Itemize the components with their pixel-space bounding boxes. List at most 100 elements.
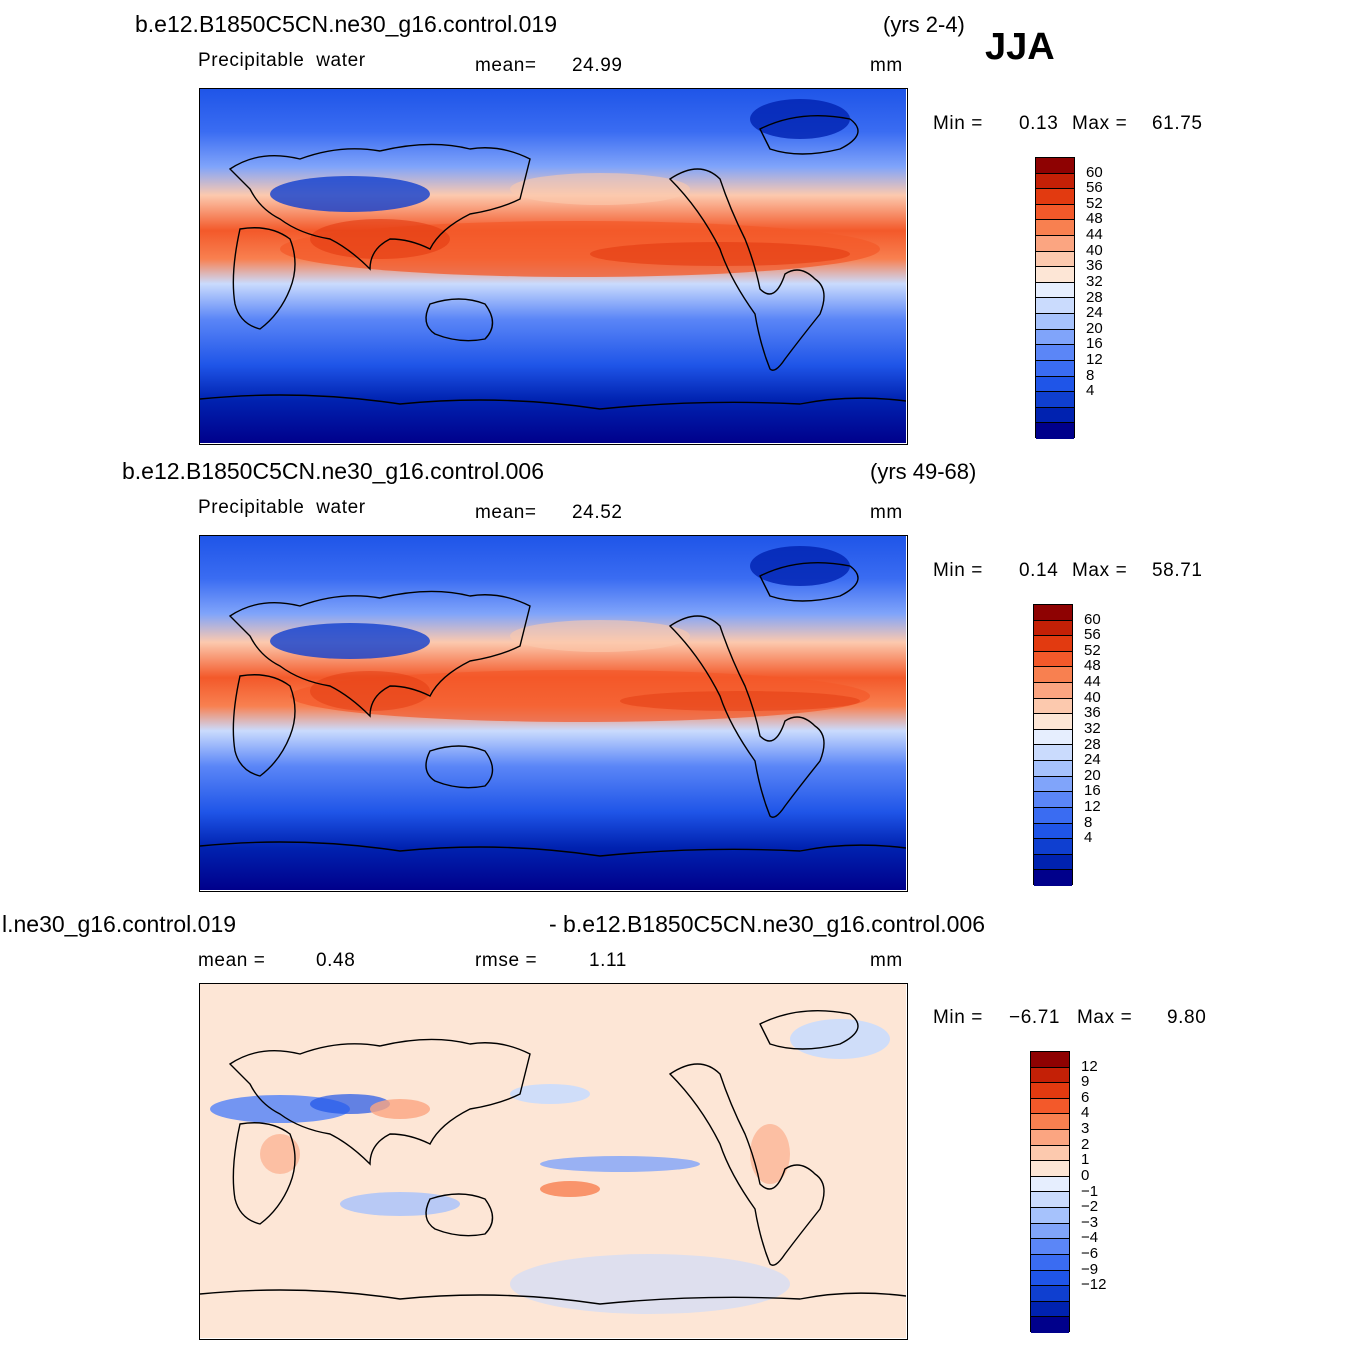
colorbar-segment	[1034, 745, 1072, 762]
colorbar-segment	[1034, 683, 1072, 699]
colorbar-tick-label: 56	[1084, 626, 1101, 644]
panel3-field	[200, 984, 906, 1338]
colorbar-tick-label: 12	[1081, 1057, 1098, 1075]
panel2-map	[199, 535, 908, 892]
panel3-colorbar	[1030, 1051, 1070, 1333]
colorbar-segment	[1034, 620, 1072, 637]
colorbar-segment	[1034, 636, 1072, 652]
colorbar-tick-label: 48	[1084, 657, 1101, 675]
colorbar-tick-label: 28	[1086, 288, 1103, 306]
colorbar-segment	[1031, 1176, 1069, 1193]
panel1-case-title: b.e12.B1850C5CN.ne30_g16.control.019	[135, 11, 557, 37]
panel3-rmse-label: rmse =	[475, 950, 538, 971]
panel1-min-value: 0.13	[1019, 113, 1059, 134]
panel2-variable: Precipitable water	[198, 497, 366, 518]
colorbar-segment	[1036, 158, 1074, 174]
panel3-mean-value: 0.48	[316, 950, 356, 971]
colorbar-segment	[1031, 1192, 1069, 1209]
colorbar-segment	[1034, 605, 1072, 621]
colorbar-tick-label: 1	[1081, 1151, 1090, 1169]
panel2-units: mm	[870, 502, 903, 523]
colorbar-tick-label: 4	[1086, 382, 1095, 400]
panel1-min-label: Min =	[933, 113, 983, 134]
colorbar-segment	[1036, 407, 1074, 424]
colorbar-tick-label: 24	[1084, 751, 1101, 769]
colorbar-segment	[1036, 423, 1074, 439]
colorbar-segment	[1031, 1223, 1069, 1240]
panel2-mean-label: mean=	[475, 502, 537, 523]
colorbar-segment	[1034, 651, 1072, 668]
colorbar-segment	[1031, 1161, 1069, 1177]
colorbar-segment	[1036, 220, 1074, 237]
colorbar-segment	[1034, 870, 1072, 886]
colorbar-tick-label: 12	[1086, 350, 1103, 368]
panel3-max-value: 9.80	[1167, 1007, 1207, 1028]
colorbar-segment	[1031, 1145, 1069, 1162]
colorbar-tick-label: 12	[1084, 797, 1101, 815]
colorbar-segment	[1034, 854, 1072, 871]
colorbar-tick-label: 9	[1081, 1073, 1090, 1091]
colorbar-tick-label: 4	[1081, 1104, 1090, 1122]
colorbar-tick-label: 60	[1084, 610, 1101, 628]
colorbar-segment	[1036, 376, 1074, 393]
colorbar-tick-label: 44	[1086, 226, 1103, 244]
panel2-max-label: Max =	[1072, 560, 1128, 581]
panel1-field	[200, 89, 906, 443]
colorbar-tick-label: 3	[1081, 1120, 1090, 1138]
colorbar-segment	[1036, 314, 1074, 330]
panel3-min-value: −6.71	[1009, 1007, 1061, 1028]
colorbar-segment	[1034, 714, 1072, 730]
colorbar-tick-label: −6	[1081, 1244, 1099, 1262]
colorbar-segment	[1034, 761, 1072, 777]
panel1-mean-label: mean=	[475, 55, 537, 76]
colorbar-segment	[1031, 1301, 1069, 1318]
colorbar-tick-label: −9	[1081, 1260, 1099, 1278]
panel2-mean-value: 24.52	[572, 502, 623, 523]
colorbar-segment	[1031, 1208, 1069, 1224]
panel1-variable: Precipitable water	[198, 50, 366, 71]
colorbar-tick-label: 2	[1081, 1135, 1090, 1153]
colorbar-segment	[1036, 392, 1074, 408]
colorbar-tick-label: −12	[1081, 1276, 1107, 1294]
panel3-units: mm	[870, 950, 903, 971]
colorbar-tick-label: 4	[1084, 829, 1093, 847]
colorbar-tick-label: 8	[1084, 813, 1093, 831]
colorbar-tick-label: 16	[1084, 782, 1101, 800]
colorbar-segment	[1034, 807, 1072, 824]
colorbar-tick-label: 52	[1084, 641, 1101, 659]
colorbar-segment	[1034, 776, 1072, 793]
colorbar-tick-label: 32	[1086, 272, 1103, 290]
colorbar-segment	[1036, 173, 1074, 190]
colorbar-segment	[1034, 667, 1072, 684]
colorbar-tick-label: 36	[1084, 704, 1101, 722]
colorbar-segment	[1031, 1286, 1069, 1302]
panel1-units: mm	[870, 55, 903, 76]
colorbar-segment	[1031, 1317, 1069, 1333]
colorbar-tick-label: −3	[1081, 1213, 1099, 1231]
colorbar-segment	[1034, 823, 1072, 840]
colorbar-segment	[1036, 236, 1074, 252]
panel1-years: (yrs 2-4)	[883, 12, 965, 37]
panel3-case-right: - b.e12.B1850C5CN.ne30_g16.control.006	[549, 911, 986, 937]
colorbar-segment	[1031, 1270, 1069, 1287]
colorbar-tick-label: 28	[1084, 735, 1101, 753]
colorbar-tick-label: 48	[1086, 210, 1103, 228]
colorbar-segment	[1031, 1098, 1069, 1115]
panel3-min-label: Min =	[933, 1007, 983, 1028]
panel2-years: (yrs 49-68)	[870, 459, 977, 484]
colorbar-tick-label: 60	[1086, 163, 1103, 181]
colorbar-tick-label: 8	[1086, 366, 1095, 384]
colorbar-tick-label: 40	[1086, 241, 1103, 259]
colorbar-tick-label: −1	[1081, 1182, 1099, 1200]
colorbar-segment	[1034, 792, 1072, 808]
colorbar-segment	[1036, 298, 1074, 315]
colorbar-tick-label: 44	[1084, 673, 1101, 691]
panel3-map	[199, 983, 908, 1340]
colorbar-segment	[1034, 839, 1072, 855]
colorbar-segment	[1036, 251, 1074, 268]
colorbar-tick-label: 0	[1081, 1166, 1090, 1184]
panel2-colorbar	[1033, 604, 1073, 886]
panel2-case-title: b.e12.B1850C5CN.ne30_g16.control.006	[122, 458, 544, 484]
colorbar-segment	[1034, 698, 1072, 715]
panel2-min-label: Min =	[933, 560, 983, 581]
